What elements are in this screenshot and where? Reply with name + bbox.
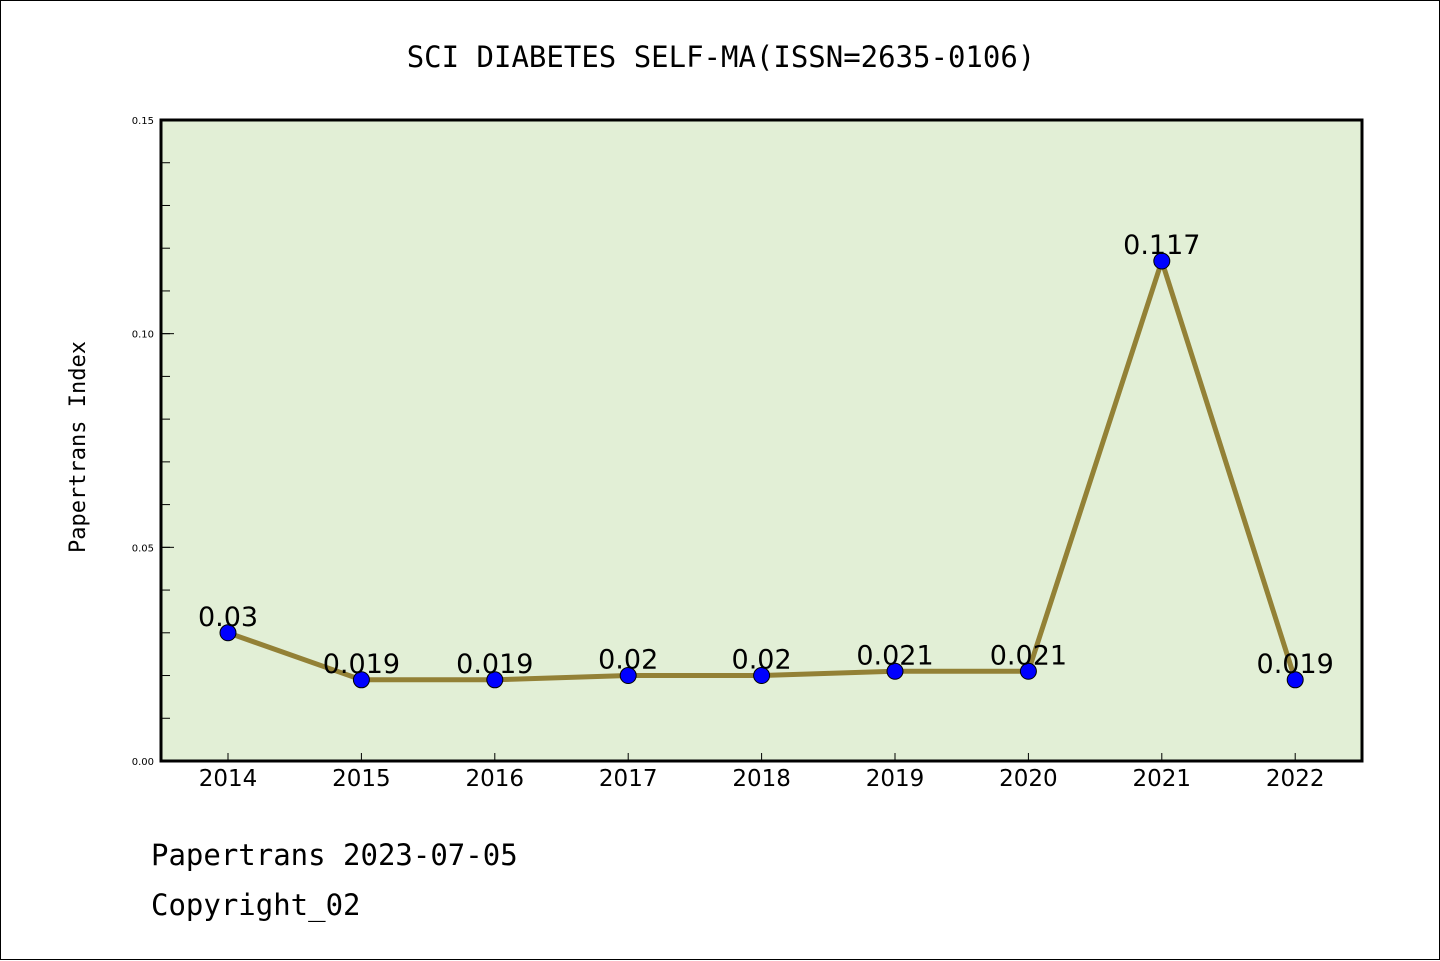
series-line-segment bbox=[1159, 258, 1298, 683]
series-line-segment bbox=[1025, 258, 1165, 674]
series-line-group bbox=[225, 258, 1298, 683]
data-label: 0.019 bbox=[456, 649, 533, 680]
data-point bbox=[1019, 662, 1037, 680]
data-label: 0.02 bbox=[732, 645, 792, 676]
y-tick-label: 0.05 bbox=[132, 543, 154, 554]
y-tick-label: 0.00 bbox=[132, 757, 154, 768]
x-tick-label: 2018 bbox=[732, 766, 791, 792]
data-label: 0.019 bbox=[1257, 649, 1334, 680]
series-line-segment bbox=[759, 668, 898, 679]
series-line-segment bbox=[492, 673, 631, 683]
y-tick-label: 0.10 bbox=[132, 330, 154, 341]
footer-date: Papertrans 2023-07-05 bbox=[151, 838, 518, 872]
data-point bbox=[753, 667, 771, 685]
x-tick-label: 2022 bbox=[1266, 766, 1325, 792]
x-ticks: 2014 2015 2016 2017 2018 2019 2020 2021 2022 bbox=[199, 753, 1325, 792]
x-tick-label: 2020 bbox=[999, 766, 1058, 792]
data-point bbox=[886, 662, 904, 680]
data-point bbox=[219, 624, 237, 642]
data-labels: 0.03 0.019 0.019 0.02 0.02 0.021 0.021 0.117 0.0… bbox=[198, 230, 1334, 680]
data-point bbox=[1286, 671, 1304, 689]
data-label: 0.02 bbox=[598, 645, 658, 676]
data-label: 0.021 bbox=[990, 640, 1067, 671]
data-point bbox=[352, 671, 370, 689]
y-axis-label: Papertrans Index bbox=[66, 341, 91, 553]
x-tick-label: 2015 bbox=[332, 766, 391, 792]
data-markers bbox=[219, 252, 1304, 689]
x-tick-label: 2016 bbox=[466, 766, 525, 792]
data-point bbox=[486, 671, 504, 689]
data-label: 0.019 bbox=[323, 649, 400, 680]
data-point bbox=[619, 667, 637, 685]
data-label: 0.03 bbox=[198, 602, 258, 633]
x-tick-label: 2019 bbox=[866, 766, 925, 792]
data-label: 0.117 bbox=[1123, 230, 1200, 261]
data-label: 0.021 bbox=[856, 640, 933, 671]
x-tick-label: 2021 bbox=[1133, 766, 1192, 792]
plot-area bbox=[161, 120, 1362, 761]
x-tick-label: 2017 bbox=[599, 766, 658, 792]
data-point bbox=[1153, 252, 1171, 270]
plot-border bbox=[159, 118, 1364, 763]
chart-title: SCI DIABETES SELF-MA(ISSN=2635-0106) bbox=[407, 40, 1036, 74]
x-tick-label: 2014 bbox=[199, 766, 258, 792]
series-line-segment bbox=[225, 630, 364, 683]
footer-copyright: Copyright_02 bbox=[151, 888, 361, 923]
y-tick-label: 0.15 bbox=[132, 116, 154, 127]
